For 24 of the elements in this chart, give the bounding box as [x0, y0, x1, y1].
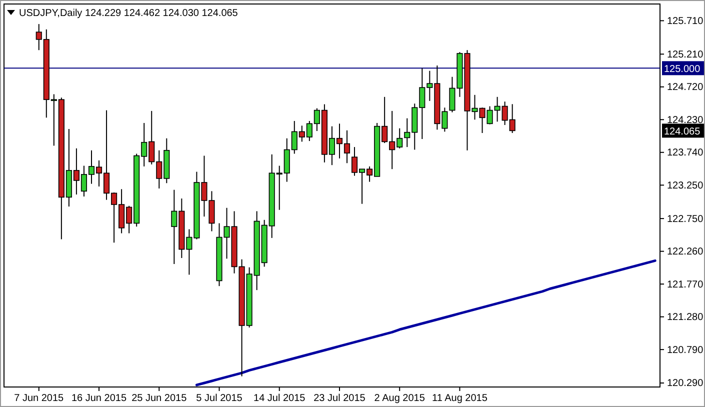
y-tick-label: 120.790	[667, 344, 704, 356]
y-tick-label: 122.260	[667, 246, 704, 258]
y-tick-label: 125.210	[667, 49, 704, 60]
chart-title: USDJPY,Daily 124.229 124.462 124.030 124.065	[19, 8, 238, 19]
x-tick-label: 11 Aug 2015	[432, 393, 488, 404]
line-series	[195, 259, 656, 386]
ref-line-label: 125.000	[664, 64, 701, 76]
y-tick-label: 120.290	[667, 378, 704, 390]
y-tick-label: 125.710	[667, 16, 704, 27]
y-tick-label: 122.750	[667, 214, 704, 225]
x-tick-label: 14 Jul 2015	[254, 393, 306, 404]
y-tick-label: 123.250	[667, 180, 704, 192]
x-tick-label: 5 Jul 2015	[196, 393, 243, 404]
text: 124.065	[664, 126, 701, 138]
x-tick-label: 25 Jun 2015	[132, 393, 188, 404]
y-tick-label: 124.230	[667, 114, 704, 126]
y-tick-label: 123.740	[667, 148, 704, 159]
x-tick-label: 16 Jun 2015	[71, 393, 127, 404]
y-tick-label: 121.280	[667, 312, 704, 324]
y-tick-label: 124.720	[667, 82, 704, 94]
x-tick-label: 7 Jun 2015	[14, 393, 64, 404]
x-tick-label: 23 Jul 2015	[314, 393, 366, 404]
x-tick-label: 2 Aug 2015	[374, 393, 426, 404]
y-tick-label: 121.770	[667, 279, 704, 290]
